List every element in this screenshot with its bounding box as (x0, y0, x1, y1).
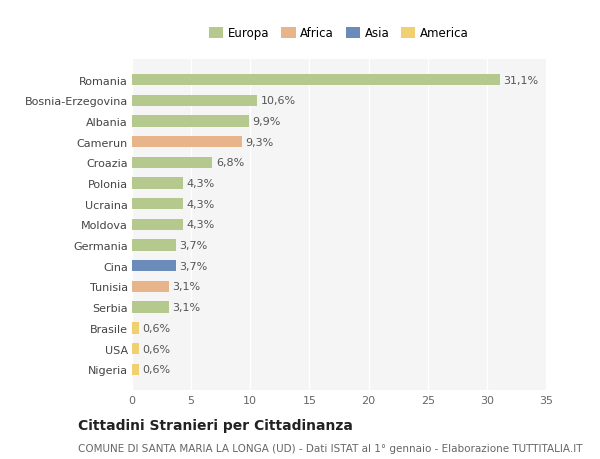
Text: COMUNE DI SANTA MARIA LA LONGA (UD) - Dati ISTAT al 1° gennaio - Elaborazione TU: COMUNE DI SANTA MARIA LA LONGA (UD) - Da… (78, 443, 583, 453)
Text: 0,6%: 0,6% (143, 323, 171, 333)
Bar (132, 75, 500, 86)
Bar (132, 302, 169, 313)
Text: 3,1%: 3,1% (172, 302, 200, 313)
Bar (132, 323, 139, 334)
Bar (132, 157, 212, 168)
Text: 3,7%: 3,7% (179, 241, 208, 251)
Text: 0,6%: 0,6% (143, 344, 171, 354)
Bar (132, 199, 183, 210)
Bar (132, 95, 257, 106)
Text: 10,6%: 10,6% (261, 96, 296, 106)
Legend: Europa, Africa, Asia, America: Europa, Africa, Asia, America (205, 22, 473, 45)
Bar (132, 219, 183, 230)
Bar (132, 281, 169, 292)
Text: 31,1%: 31,1% (503, 75, 539, 85)
Bar (132, 261, 176, 272)
Text: 9,3%: 9,3% (245, 137, 274, 147)
Bar (132, 178, 183, 189)
Bar (132, 364, 139, 375)
Bar (132, 137, 242, 148)
Bar (132, 240, 176, 251)
Text: 6,8%: 6,8% (216, 158, 244, 168)
Text: 3,7%: 3,7% (179, 261, 208, 271)
Bar (132, 116, 249, 127)
Text: 9,9%: 9,9% (253, 117, 281, 127)
Text: 0,6%: 0,6% (143, 364, 171, 375)
Text: 4,3%: 4,3% (187, 199, 215, 209)
Text: Cittadini Stranieri per Cittadinanza: Cittadini Stranieri per Cittadinanza (78, 418, 353, 432)
Text: 4,3%: 4,3% (187, 179, 215, 189)
Text: 3,1%: 3,1% (172, 282, 200, 292)
Text: 4,3%: 4,3% (187, 220, 215, 230)
Bar (132, 343, 139, 354)
